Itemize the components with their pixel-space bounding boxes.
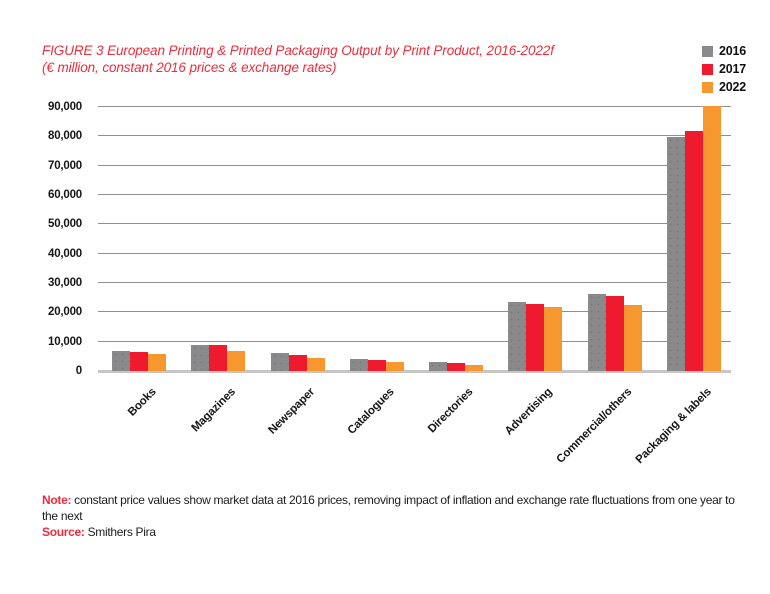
gridline — [98, 135, 731, 137]
x-axis-labels-row: Books Magazines Newspaper Catalogues Directo… — [112, 372, 721, 490]
bar-2016 — [349, 359, 368, 371]
bar-group-advertising — [508, 302, 563, 371]
bar-2022 — [306, 357, 325, 371]
legend-item-2016: 2016 — [701, 44, 746, 58]
x-category-cell: Catalogues — [345, 372, 404, 490]
bar-2016 — [587, 293, 606, 371]
gridline — [98, 223, 731, 225]
x-axis-category-labels: Books Magazines Newspaper Catalogues Directo… — [98, 372, 731, 490]
bar-2022 — [227, 350, 246, 371]
legend-label-2022: 2022 — [718, 80, 746, 94]
bar-2017 — [684, 131, 703, 371]
y-tick-label: 10,000 — [48, 335, 82, 348]
note-line: Note: constant price values show market d… — [42, 492, 742, 524]
x-category-label: Directories — [426, 386, 476, 436]
bar-group-books — [112, 350, 166, 371]
gridline — [98, 164, 731, 166]
plot-area — [98, 105, 731, 373]
legend-swatch-2022-icon — [701, 81, 713, 93]
y-tick-label: 60,000 — [48, 189, 82, 201]
y-tick-label: 30,000 — [48, 277, 82, 289]
y-tick-label: 40,000 — [48, 247, 82, 260]
footnote: Note: constant price values show market d… — [42, 492, 742, 540]
bar-2016 — [191, 344, 210, 371]
bar-2017 — [605, 295, 624, 371]
legend-label-2017: 2017 — [718, 62, 746, 76]
x-category-label: Packaging & labels — [633, 386, 714, 467]
y-tick-label: 20,000 — [48, 306, 82, 319]
x-category-cell: Newspaper — [266, 372, 325, 490]
note-label: Note: — [42, 493, 72, 507]
bar-group-newspaper — [270, 352, 325, 371]
chart-title-line2: (€ million, constant 2016 prices & excha… — [42, 60, 337, 75]
source-text: Smithers Pira — [87, 525, 156, 539]
gridline — [98, 252, 731, 254]
legend-item-2017: 2017 — [701, 62, 746, 76]
bar-group-packaging-labels — [666, 105, 721, 371]
bar-group-commercial-others — [587, 293, 642, 371]
x-category-cell: Magazines — [189, 372, 245, 490]
x-category-label: Advertising — [503, 386, 555, 438]
y-tick-label: 70,000 — [48, 159, 82, 172]
bar-2022 — [148, 354, 166, 371]
x-category-cell: Advertising — [503, 372, 562, 490]
bar-2022 — [623, 305, 642, 371]
bar-2016 — [112, 350, 130, 371]
bar-2016 — [666, 136, 685, 371]
x-category-cell: Directories — [426, 372, 483, 490]
source-label: Source: — [42, 525, 85, 539]
x-category-label: Commercial/others — [554, 386, 634, 466]
bar-2017 — [209, 345, 228, 371]
bar-2017 — [367, 360, 386, 371]
bar-2017 — [447, 363, 466, 371]
bar-2017 — [288, 354, 307, 371]
x-axis-baseline — [98, 370, 731, 373]
gridline — [98, 340, 731, 342]
note-text: constant price values show market data a… — [42, 493, 735, 523]
bar-2016 — [270, 352, 289, 371]
chart-title-line1: FIGURE 3 European Printing & Printed Pac… — [42, 43, 554, 58]
y-tick-label: 0 — [75, 365, 82, 377]
bar-2022 — [465, 365, 484, 371]
source-line: Source: Smithers Pira — [42, 524, 742, 540]
bar-2016 — [508, 302, 527, 371]
bar-groups — [112, 105, 721, 371]
y-tick-label: 80,000 — [48, 130, 82, 143]
legend-item-2022: 2022 — [701, 80, 746, 94]
bar-2022 — [702, 105, 721, 371]
gridline — [98, 311, 731, 313]
bar-group-catalogues — [349, 359, 404, 371]
x-category-cell: Commercial/others — [554, 372, 642, 490]
y-axis-tick-labels: 0 10,000 20,000 30,000 40,000 50,000 60,000 70,… — [0, 101, 90, 377]
legend-swatch-2016-icon — [701, 45, 713, 57]
legend-swatch-2017-icon — [701, 63, 713, 75]
bar-2017 — [130, 351, 148, 371]
gridline — [98, 282, 731, 283]
x-category-cell: Packaging & labels — [633, 372, 721, 490]
chart-title: FIGURE 3 European Printing & Printed Pac… — [42, 42, 554, 76]
x-category-label: Magazines — [189, 386, 238, 435]
gridline — [98, 194, 731, 195]
bar-2022 — [385, 361, 404, 371]
gridline — [98, 106, 731, 107]
bar-2016 — [429, 362, 448, 371]
x-category-label: Catalogues — [345, 386, 397, 437]
legend-label-2016: 2016 — [718, 44, 746, 58]
x-category-label: Newspaper — [266, 386, 317, 437]
bar-2022 — [544, 307, 563, 371]
chart-legend: 2016 2017 2022 — [701, 44, 746, 98]
x-category-label: Books — [125, 386, 159, 419]
x-category-cell: Books — [112, 372, 166, 490]
bar-group-magazines — [191, 344, 246, 371]
bar-2017 — [526, 303, 545, 371]
bar-group-directories — [429, 362, 484, 371]
y-tick-label: 50,000 — [48, 218, 82, 231]
y-tick-label: 90,000 — [48, 101, 82, 113]
